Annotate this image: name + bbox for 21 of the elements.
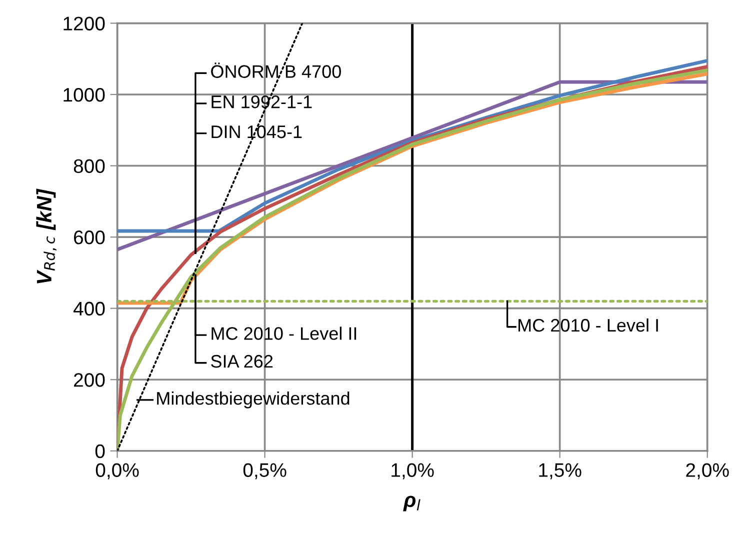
y-tick-label: 200 xyxy=(74,373,105,387)
annotation: SIA 262 xyxy=(211,354,273,368)
annotation: MC 2010 - Level II xyxy=(212,326,356,340)
y-tick-label: 600 xyxy=(74,230,105,244)
annotation: DIN 1045-1 xyxy=(212,125,302,138)
y-tick-label: 400 xyxy=(73,302,105,316)
annotation: ÖNORM B 4700 xyxy=(211,62,341,78)
annotation: Mindestbiegewiderstand xyxy=(157,392,350,408)
x-tick-label: 2,0% xyxy=(686,463,729,480)
y-tick-label: 1000 xyxy=(64,88,105,102)
y-axis-title: V$_{Rd,c}$ [kN] xyxy=(36,188,56,284)
x-tick-label: 0,5% xyxy=(243,463,286,480)
x-axis-title: ρ$_{l}$ xyxy=(403,496,420,512)
y-tick-label: 1200 xyxy=(64,16,105,30)
y-tick-label: 800 xyxy=(74,159,105,174)
y-tick-label: 0 xyxy=(95,444,105,458)
x-tick-label: 0,0% xyxy=(96,463,139,480)
annotation: MC 2010 - Level I xyxy=(518,318,658,332)
x-tick-label: 1,5% xyxy=(539,463,582,480)
x-tick-label: 1,0% xyxy=(392,463,434,480)
annotation: EN 1992-1-1 xyxy=(212,95,312,108)
